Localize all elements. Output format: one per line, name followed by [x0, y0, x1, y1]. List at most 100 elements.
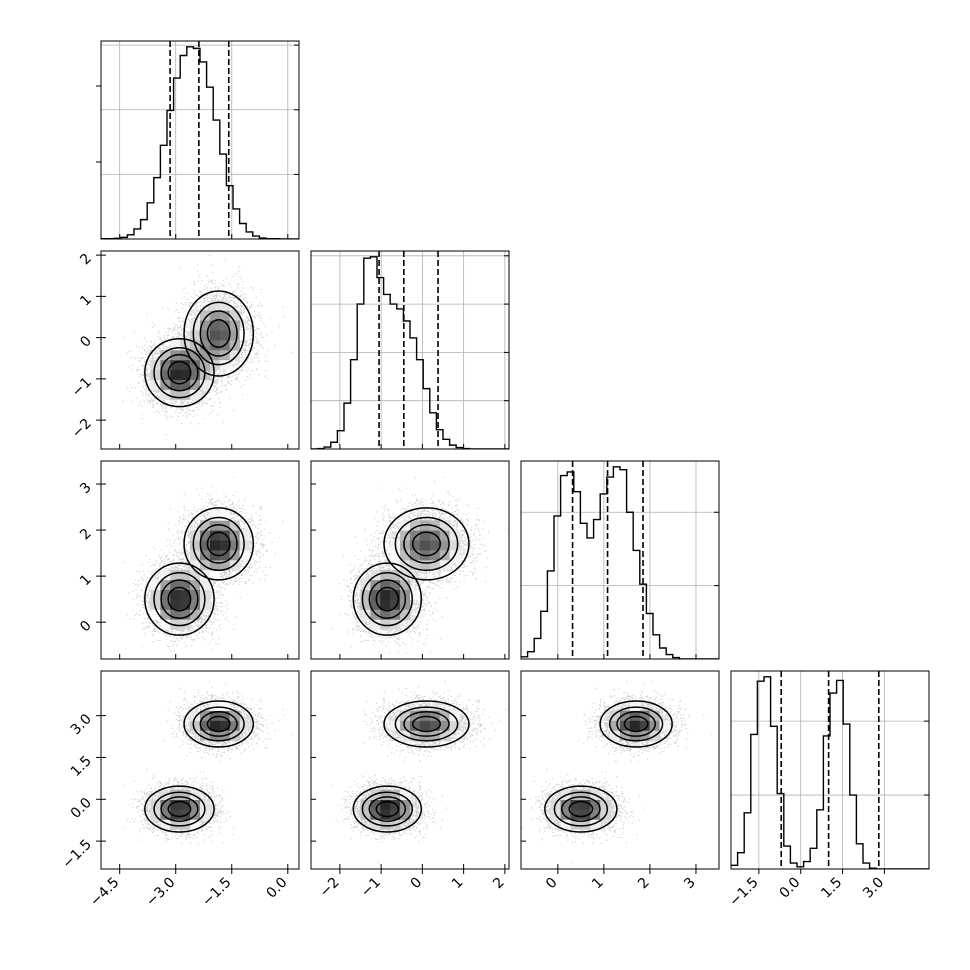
panel-x0-x3 [100, 670, 300, 870]
density-cell [190, 369, 201, 380]
density-cell [170, 389, 181, 400]
panel-x0-x2 [100, 460, 300, 660]
tick-label-x-x2: 3 [681, 875, 699, 893]
density-cell [400, 809, 411, 820]
tick-label-y-x2: 2 [77, 526, 95, 544]
tick-label-x-x2: 2 [635, 875, 653, 893]
density-cell [209, 560, 221, 571]
density-cell [400, 789, 411, 800]
density-cell [610, 730, 621, 741]
density-cell [209, 310, 221, 321]
density-cell [170, 569, 181, 581]
density-cell [190, 389, 201, 400]
density-cell [439, 710, 450, 721]
tick-label-y-x3: 3.0 [68, 711, 95, 738]
density-cell [200, 550, 211, 561]
density-cell [160, 619, 171, 630]
density-cell [209, 700, 221, 711]
density-cell [439, 540, 450, 551]
density-cell [410, 540, 421, 551]
tick-label-x-x1: 1 [449, 875, 467, 893]
density-cell [629, 700, 641, 711]
panel-content [521, 461, 719, 659]
density-cell [180, 369, 191, 380]
density-cell [209, 530, 221, 541]
density-cell [570, 809, 581, 820]
panel-frame [730, 670, 930, 870]
density-cell [429, 720, 440, 731]
density-cell [200, 330, 211, 341]
density-cell [229, 520, 240, 531]
tick-label-y-x2: 1 [77, 572, 95, 590]
density-cell [160, 819, 171, 830]
density-cell [629, 720, 641, 731]
panel-x2-x3 [520, 670, 720, 870]
tick-label-y-x1: −2 [69, 416, 95, 442]
density-cell [360, 589, 371, 600]
density-cell [209, 330, 221, 341]
tick-label-y-x3: 1.5 [68, 753, 95, 780]
density-cell [170, 819, 181, 830]
contour-level-0 [352, 700, 470, 833]
density-cell [219, 530, 230, 541]
contour-level-0 [352, 507, 470, 636]
panel-frame [310, 250, 510, 450]
density-cell [419, 560, 431, 571]
tick-label-y-x1: −1 [69, 374, 95, 400]
density-cell [170, 599, 181, 610]
density-cell [160, 599, 171, 610]
tick-label-x-x1: 2 [490, 875, 508, 893]
contour-level-3 [167, 531, 231, 612]
tick-label-x-x2: 1 [589, 875, 607, 893]
density-cell [610, 710, 621, 721]
density-cell [380, 789, 391, 800]
density-cell [200, 599, 211, 610]
density-cell [190, 609, 201, 620]
panel-frame [100, 250, 300, 450]
panel-frame [310, 670, 510, 870]
density-cell [160, 359, 171, 371]
density-cell [360, 599, 371, 610]
density-cell [209, 510, 221, 521]
density-cell [190, 720, 201, 731]
density-cell [160, 589, 171, 600]
density-cell [429, 710, 440, 721]
density-cell [419, 540, 431, 551]
tick-label-x-x3: −1.5 [726, 875, 761, 910]
density-cell [219, 540, 230, 551]
contour-level-0 [144, 290, 255, 408]
density-cell [620, 730, 631, 741]
density-cell [400, 560, 411, 571]
density-cell [400, 550, 411, 561]
density-cell [239, 550, 250, 561]
histogram-x3 [731, 676, 929, 869]
density-cell [219, 550, 230, 561]
panel-content [101, 41, 299, 239]
density-cell [170, 589, 181, 600]
density-cell [200, 540, 211, 551]
density-cell [190, 540, 201, 551]
panel-content [521, 680, 713, 864]
density-cell [200, 530, 211, 541]
density-cell [200, 359, 211, 371]
density-cell [380, 609, 391, 620]
density-cell [400, 540, 411, 551]
density-cell [610, 720, 621, 731]
density-cell [209, 710, 221, 721]
density-cell [390, 560, 401, 571]
tick-label-x-x0: −1.5 [199, 875, 234, 910]
density-cell [229, 350, 240, 361]
density-cell [170, 609, 181, 620]
density-cell [170, 799, 181, 810]
density-cell [190, 710, 201, 721]
density-cell [150, 579, 161, 590]
density-cell [380, 819, 391, 830]
density-cell [439, 530, 450, 541]
panel-content [731, 671, 929, 869]
panel-x0-x1 [100, 250, 300, 450]
density-cell [400, 799, 411, 810]
density-cell [150, 609, 161, 620]
histogram-x0 [101, 46, 299, 239]
density-cell [160, 799, 171, 810]
density-cell [200, 560, 211, 571]
